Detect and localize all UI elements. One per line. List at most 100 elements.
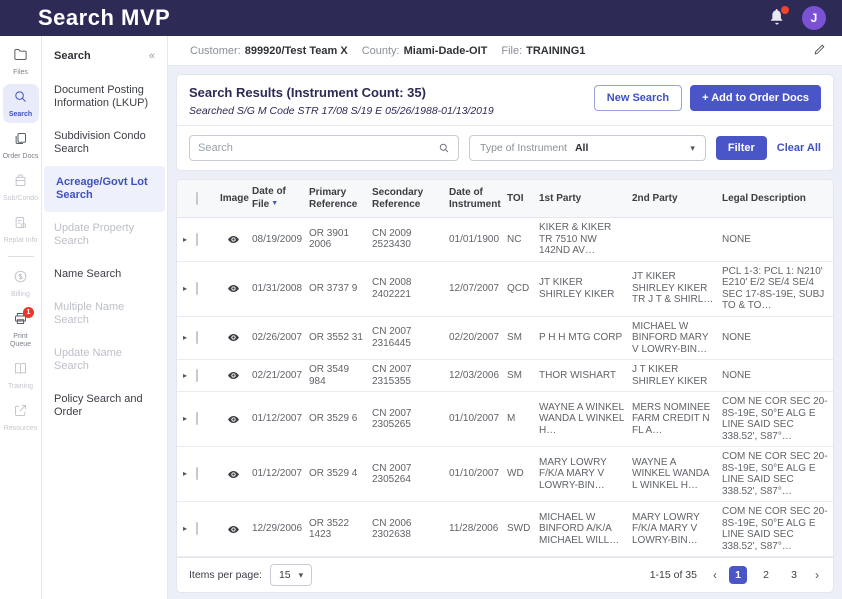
row-expand-caret[interactable]: ▸ [182,283,187,293]
view-image-eye-icon[interactable] [217,278,249,299]
cell-primary-reference: OR 3522 1423 [309,517,350,541]
filter-button[interactable]: Filter [715,136,767,160]
row-checkbox[interactable] [196,281,198,295]
row-checkbox[interactable] [196,467,198,481]
cell-legal-description: NONE [722,332,751,343]
col-image: Image [220,192,249,204]
cell-date-of-instrument: 11/28/2006 [449,523,499,535]
page-button-3[interactable]: 3 [791,569,797,581]
cell-primary-reference: OR 3529 6 [309,413,358,425]
results-search-input[interactable] [198,142,438,154]
rail-item-search[interactable]: Search [2,84,39,123]
app-header: Search MVP J [0,0,842,36]
cell-secondary-reference: CN 2009 2523430 [372,227,412,251]
cell-date-of-instrument: 02/20/2007 [449,332,500,343]
results-table-card: Image Date of File ▼ Primary Reference Se… [176,179,834,593]
table-row: ▸ 01/12/2007 OR 3529 6 CN 2007 2305265 0… [177,392,833,447]
view-image-eye-icon[interactable] [217,327,249,348]
row-checkbox[interactable] [196,368,198,382]
cell-secondary-reference: CN 2007 2305265 [372,407,412,431]
collapse-panel-icon[interactable]: « [148,50,155,62]
cell-date-of-file: 02/26/2007 [252,332,303,343]
cell-date-of-file: 08/19/2009 [252,233,303,245]
edit-pencil-icon[interactable] [813,43,826,59]
cell-2nd-party [629,235,719,243]
row-expand-caret[interactable]: ▸ [182,333,187,342]
cell-secondary-reference: CN 2007 2316445 [372,326,412,349]
search-icon [439,143,449,153]
table-row: ▸ 02/26/2007 OR 3552 31 CN 2007 2316445 … [177,317,833,360]
cell-secondary-reference: CN 2007 2315355 [372,364,412,387]
cell-toi: WD [507,468,524,480]
menu-item-document-posting[interactable]: Document Posting Information (LKUP) [54,84,149,109]
type-of-instrument-select[interactable]: Type of Instrument All ▾ [469,135,706,161]
select-all-checkbox[interactable] [196,191,198,205]
next-page-chevron[interactable]: › [815,568,819,582]
rail-item-sub-condo: Sub/Condo [3,168,39,207]
col-date-of-file[interactable]: Date of File ▼ [252,186,286,210]
results-header-card: Search Results (Instrument Count: 35) Se… [176,74,834,171]
cell-1st-party: THOR WISHART [539,369,617,381]
view-image-eye-icon[interactable] [217,365,249,386]
view-image-eye-icon[interactable] [217,464,249,485]
results-search-box [189,135,459,161]
clear-all-link[interactable]: Clear All [776,142,821,154]
user-avatar[interactable]: J [802,6,826,30]
rail-item-files[interactable]: Files [3,42,39,81]
building-icon [13,173,28,193]
cell-secondary-reference: CN 2006 2302638 [372,517,412,541]
notifications-bell-icon[interactable] [768,6,789,28]
view-image-eye-icon[interactable] [217,409,249,430]
row-expand-caret[interactable]: ▸ [182,234,187,244]
col-primary-reference: Primary Reference [309,186,358,210]
row-checkbox[interactable] [196,522,198,536]
search-menu-panel: Search « Document Posting Information (L… [42,36,168,599]
cell-1st-party: JT KIKER SHIRLEY KIKER [539,277,615,300]
menu-title: Search [54,50,91,62]
new-search-button[interactable]: New Search [593,85,683,111]
menu-item-subdivision-condo[interactable]: Subdivision Condo Search [54,130,146,155]
open-book-icon [13,361,28,381]
add-to-order-docs-button[interactable]: + Add to Order Docs [690,85,821,111]
icon-rail: Files Search Order Docs Sub/Condo Replat… [0,36,42,599]
prev-page-chevron[interactable]: ‹ [713,568,717,582]
rail-item-replat-info: Replat Info [3,210,39,249]
table-row: ▸ 08/19/2009 OR 3901 2006 CN 2009 252343… [177,218,833,262]
rail-item-resources: Resources [3,398,39,437]
row-checkbox[interactable] [196,232,198,246]
page-button-1[interactable]: 1 [729,566,747,584]
cell-1st-party: MARY LOWRY F/K/A MARY V LOWRY-BIN… [539,456,607,491]
row-expand-caret[interactable]: ▸ [182,370,187,380]
cell-legal-description: COM NE COR SEC 20-8S-19E, S0°E ALG E LIN… [722,506,828,552]
county-value: Miami-Dade-OIT [403,44,488,57]
cell-date-of-instrument: 01/10/2007 [449,413,500,425]
menu-item-multiple-name: Multiple Name Search [54,301,125,326]
cell-legal-description: NONE [722,233,751,245]
cell-legal-description: NONE [722,369,751,381]
menu-item-policy-search-order[interactable]: Policy Search and Order [54,393,143,418]
cell-1st-party: MICHAEL W BINFORD A/K/A MICHAEL WILL… [539,511,620,546]
view-image-eye-icon[interactable] [217,519,249,540]
cell-date-of-file: 02/21/2007 [252,369,303,381]
view-image-eye-icon[interactable] [217,229,249,250]
rail-item-print-queue[interactable]: 1 Print Queue [3,306,39,353]
menu-item-name-search[interactable]: Name Search [54,268,122,280]
cell-2nd-party: JT KIKER SHIRLEY KIKER TR J T & SHIRL… [632,271,714,306]
county-label: County: [361,44,400,57]
row-expand-caret[interactable]: ▸ [182,414,187,424]
row-expand-caret[interactable]: ▸ [182,469,187,479]
table-row: ▸ 01/31/2008 OR 3737 9 CN 2008 2402221 1… [177,262,833,317]
rail-item-order-docs[interactable]: Order Docs [3,126,39,165]
row-checkbox[interactable] [196,412,198,426]
customer-label: Customer: [190,44,241,57]
row-checkbox[interactable] [196,331,198,344]
page-button-2[interactable]: 2 [763,569,769,581]
row-expand-caret[interactable]: ▸ [182,524,187,534]
cell-toi: M [507,413,516,425]
table-body: ▸ 08/19/2009 OR 3901 2006 CN 2009 252343… [177,218,833,557]
results-title: Search Results (Instrument Count: 35) [189,85,426,100]
folder-icon [13,47,28,67]
items-per-page-select[interactable]: 15 ▾ [269,564,313,586]
menu-item-acreage-govt-lot[interactable]: Acreage/Govt Lot Search [44,166,165,212]
cell-toi: SWD [507,523,531,535]
